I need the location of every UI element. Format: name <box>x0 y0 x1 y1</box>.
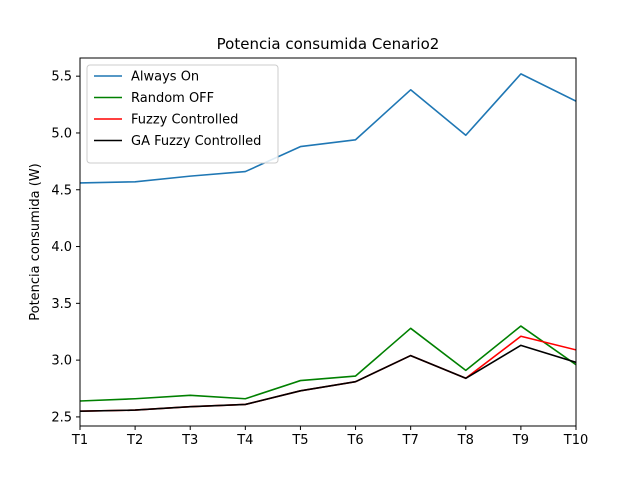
chart-title: Potencia consumida Cenario2 <box>217 35 440 53</box>
series-line-0 <box>80 73 576 184</box>
series-line-3 <box>80 344 576 413</box>
y-tick-label: 4.5 <box>51 183 72 198</box>
y-axis-title: Potencia consumida (W) <box>28 163 43 321</box>
legend-label: GA Fuzzy Controlled <box>131 134 261 149</box>
series-layer <box>80 73 576 413</box>
x-tick-label: T2 <box>126 433 143 448</box>
legend-label: Always On <box>131 70 199 85</box>
legend-label: Random OFF <box>131 91 214 106</box>
x-tick-label: T7 <box>402 433 419 448</box>
y-tick-label: 3.5 <box>51 297 72 312</box>
plot-frame <box>79 57 577 427</box>
x-tick-label: T1 <box>71 433 88 448</box>
y-tick-label: 3.0 <box>51 354 72 369</box>
legend: Always On Random OFF Fuzzy Controlled GA Fu… <box>86 64 279 164</box>
x-tick-label: T10 <box>563 433 588 448</box>
y-axis: 2.5 3.0 3.5 4.0 4.5 5.0 5.5 <box>51 70 80 425</box>
y-tick-label: 5.5 <box>51 70 72 85</box>
x-tick-label: T8 <box>457 433 474 448</box>
y-tick-label: 4.0 <box>51 240 72 255</box>
y-tick-label: 5.0 <box>51 126 72 141</box>
x-tick-label: T3 <box>181 433 198 448</box>
x-axis: T1 T2 T3 T4 T5 T6 T7 T8 T9 T10 <box>71 426 588 448</box>
x-tick-label: T4 <box>236 433 253 448</box>
series-line-2 <box>80 335 576 413</box>
y-tick-label: 2.5 <box>51 410 72 425</box>
x-tick-label: T6 <box>346 433 363 448</box>
legend-label: Fuzzy Controlled <box>131 113 238 128</box>
x-tick-label: T5 <box>291 433 308 448</box>
x-tick-label: T9 <box>512 433 529 448</box>
series-line-1 <box>80 325 576 402</box>
legend-frame <box>86 64 279 164</box>
